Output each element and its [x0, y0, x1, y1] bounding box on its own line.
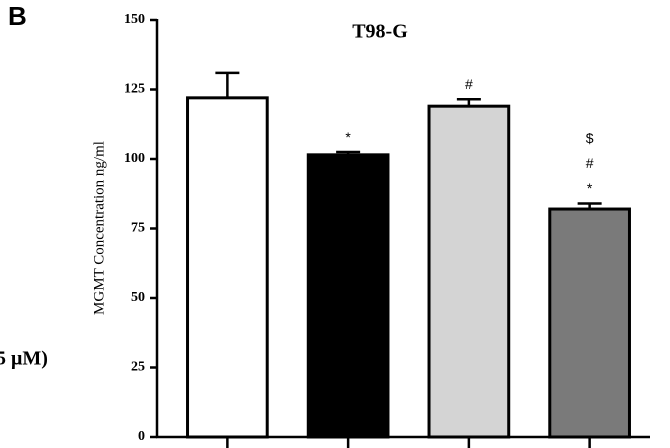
- y-tick-label: 125: [124, 82, 145, 97]
- significance-mark: #: [586, 155, 594, 171]
- bar: [427, 104, 511, 439]
- side-text: 5 μM): [0, 348, 48, 370]
- significance-mark: *: [587, 180, 593, 196]
- chart-title: T98-G: [352, 21, 408, 43]
- y-tick-label: 100: [124, 151, 145, 166]
- y-tick-label: 25: [131, 360, 145, 375]
- y-tick-label: 75: [131, 221, 145, 236]
- significance-mark: *: [345, 129, 351, 145]
- y-tick-label: 0: [138, 429, 145, 444]
- y-tick-label: 150: [124, 12, 145, 27]
- bar: [186, 96, 269, 439]
- bar: [548, 207, 631, 439]
- significance-mark: $: [586, 130, 594, 146]
- y-tick-label: 50: [131, 290, 145, 305]
- y-axis-label: MGMT Concentration ng/ml: [91, 141, 107, 315]
- significance-mark: #: [465, 76, 473, 92]
- bar: [306, 153, 390, 439]
- panel-label: B: [8, 1, 27, 31]
